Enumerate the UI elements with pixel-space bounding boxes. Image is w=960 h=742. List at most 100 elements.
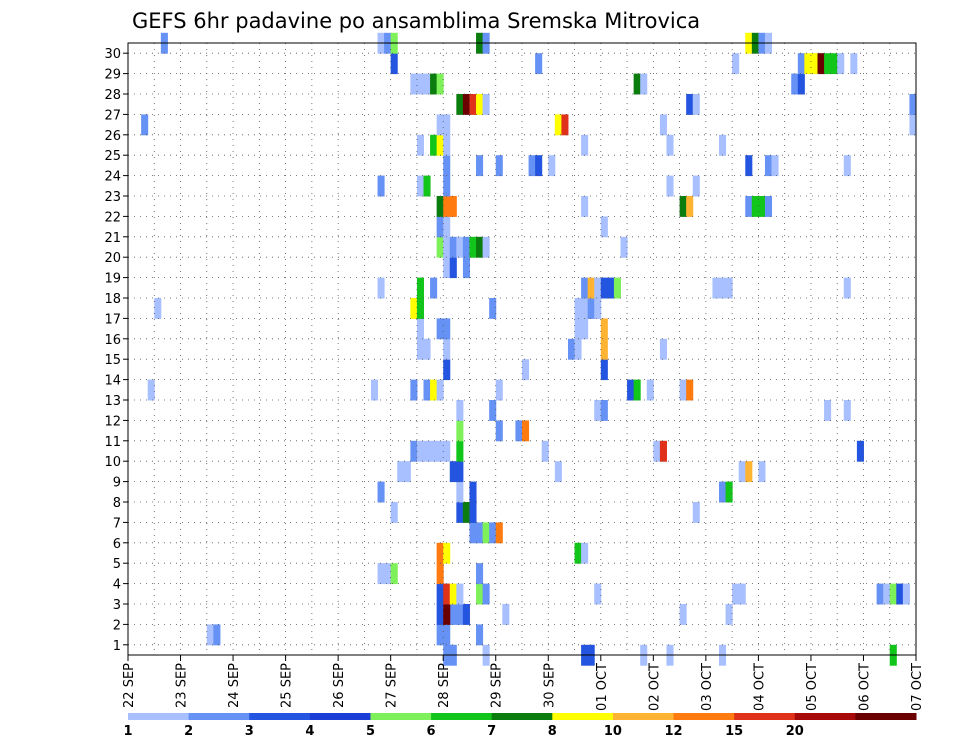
precip-cell (416, 277, 424, 299)
precip-cell (436, 114, 444, 136)
precip-cell (600, 400, 608, 421)
precip-cell (646, 379, 654, 401)
precip-cell (797, 73, 805, 95)
y-tick-label: 13 (104, 394, 121, 409)
precip-cell (653, 440, 661, 462)
precip-cell (574, 338, 582, 360)
precip-cell (889, 583, 897, 605)
y-tick-label: 2 (113, 618, 121, 633)
precip-cell (659, 338, 667, 360)
precip-cell (410, 440, 418, 462)
colorbar-swatch (309, 713, 371, 720)
precip-cell (449, 583, 457, 605)
precip-cell (535, 155, 543, 177)
precip-cell (443, 604, 451, 625)
precip-cell (502, 604, 510, 625)
colorbar-swatch (431, 713, 493, 720)
precip-cell (522, 420, 530, 442)
colorbar-label: 2 (184, 724, 193, 739)
x-tick-label: 03 OCT (700, 663, 715, 711)
y-tick-label: 16 (104, 333, 121, 348)
precip-cell (390, 563, 398, 585)
precip-cell (377, 563, 385, 585)
precip-cell (443, 338, 451, 360)
precip-cell (587, 277, 595, 299)
precip-cell (692, 502, 700, 523)
x-tick-label: 27 SEP (385, 663, 400, 708)
precip-cell (574, 298, 582, 319)
cells-layer (141, 32, 917, 666)
grid-layer (127, 43, 917, 655)
precip-cell (469, 502, 477, 523)
chart-title: GEFS 6hr padavine po ansamblima Sremska … (132, 9, 700, 33)
precip-cell (476, 563, 484, 585)
x-tick-label: 26 SEP (332, 663, 347, 708)
precip-cell (206, 624, 214, 646)
precip-cell (410, 73, 418, 95)
colorbar-label: 12 (664, 724, 682, 739)
precip-cell (482, 583, 490, 605)
precip-cell (443, 257, 451, 279)
x-tick-label: 25 SEP (280, 663, 295, 708)
colorbar-label: 5 (366, 724, 375, 739)
precip-cell (416, 175, 424, 197)
precip-cell (837, 53, 845, 75)
precip-cell (456, 481, 464, 503)
y-tick-label: 23 (104, 190, 121, 205)
precip-cell (456, 440, 464, 462)
y-tick-label: 1 (113, 639, 121, 654)
precip-cell (443, 175, 451, 197)
precip-cell (482, 236, 490, 258)
precip-cell (725, 604, 733, 625)
precip-cell (443, 542, 451, 564)
precip-cell (686, 379, 694, 401)
precip-cell (817, 53, 825, 75)
colorbar-swatch (249, 713, 311, 720)
precip-cell (416, 134, 424, 156)
precip-cell (456, 400, 464, 421)
precip-cell (522, 359, 530, 381)
x-tick-label: 22 SEP (122, 663, 137, 708)
precip-cell (456, 236, 464, 258)
precip-cell (436, 624, 444, 646)
x-tick-label: 05 OCT (805, 663, 820, 711)
precip-cell (843, 400, 851, 421)
precip-cell (850, 53, 858, 75)
y-tick-label: 25 (104, 149, 121, 164)
precip-cell (843, 277, 851, 299)
precip-cell (719, 481, 727, 503)
precip-cell (594, 400, 602, 421)
precip-cell (719, 134, 727, 156)
precip-cell (902, 583, 910, 605)
x-tick-label: 29 SEP (490, 663, 505, 708)
precip-cell (462, 604, 470, 625)
precip-cell (410, 379, 418, 401)
precip-cell (377, 277, 385, 299)
colorbar-label: 8 (548, 724, 557, 739)
precip-cell (495, 155, 503, 177)
precip-cell (370, 379, 379, 401)
y-tick-label: 5 (113, 557, 121, 572)
precip-cell (430, 277, 438, 299)
precip-cell (456, 94, 464, 115)
y-tick-label: 24 (104, 170, 121, 185)
precip-cell (692, 94, 700, 115)
x-tick-label: 28 SEP (437, 663, 452, 708)
precip-cell (627, 379, 635, 401)
precip-cell (489, 522, 497, 544)
precip-cell (600, 277, 608, 299)
y-tick-label: 19 (104, 272, 121, 287)
precip-cell (476, 624, 484, 646)
precip-cell (423, 379, 431, 401)
precip-cell (659, 114, 667, 136)
precip-cell (692, 175, 700, 197)
colorbar-label: 7 (487, 724, 496, 739)
precip-cell (443, 624, 451, 646)
precip-cell (449, 236, 457, 258)
x-tick-label: 23 SEP (175, 663, 190, 708)
precip-cell (436, 236, 444, 258)
precip-cell (456, 502, 464, 523)
precip-cell (515, 420, 523, 442)
x-tick-label: 04 OCT (752, 663, 767, 711)
